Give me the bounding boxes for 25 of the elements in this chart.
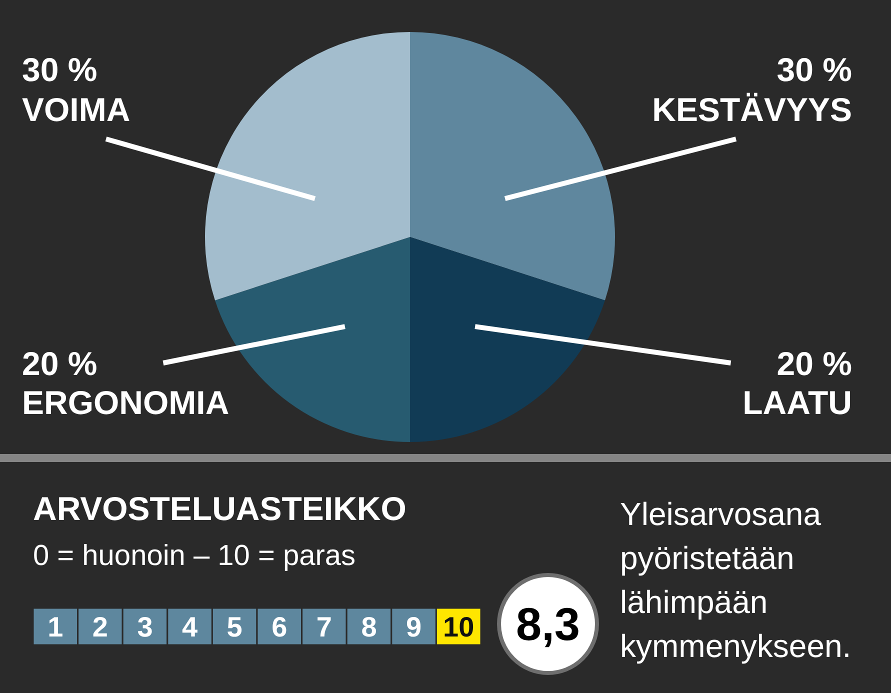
data-label: 9: [406, 612, 422, 642]
data-label: 8: [361, 612, 377, 642]
data-label: 10: [443, 612, 474, 642]
slice-label: VOIMA: [22, 91, 130, 128]
data-label: 30 %: [776, 51, 852, 88]
data-label: 20 %: [22, 345, 98, 382]
chart-subtitle: 0 = huonoin – 10 = paras: [33, 540, 356, 572]
data-label: 1: [48, 612, 64, 642]
data-label: 7: [316, 612, 332, 642]
data-label: 5: [226, 612, 242, 642]
pie-slice: [205, 32, 410, 300]
data-label: 2: [92, 612, 108, 642]
data-label: 3: [137, 612, 153, 642]
chart-title: ARVOSTELUASTEIKKO: [33, 490, 406, 527]
text: 8,3: [516, 598, 580, 650]
slice-label: KESTÄVYYS: [652, 91, 852, 128]
data-label: 30 %: [22, 51, 98, 88]
slice-label: ERGONOMIA: [22, 384, 230, 421]
pie-slice: [410, 237, 605, 442]
slice-label: LAATU: [742, 384, 852, 421]
data-label: 6: [272, 612, 288, 642]
data-label: 20 %: [776, 345, 852, 382]
text: Yleisarvosana pyöristetään lähimpään kymmenykseen.: [620, 496, 852, 664]
data-label: 4: [182, 612, 198, 642]
pie-slice: [410, 32, 615, 300]
